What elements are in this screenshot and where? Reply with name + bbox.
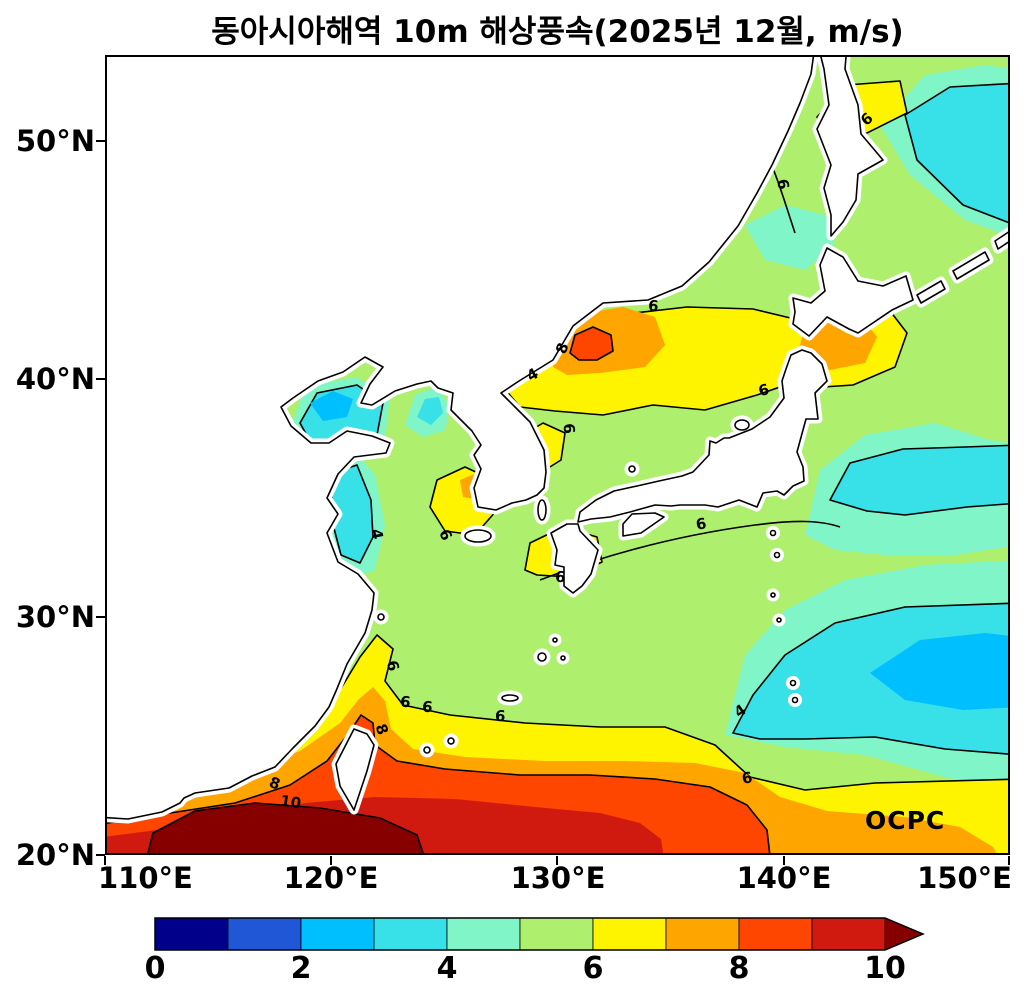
tick-mark	[1008, 856, 1010, 865]
fill-4-5	[745, 205, 835, 270]
colorbar-segment	[665, 917, 740, 951]
x-axis-tick-label-150e: 150°E	[917, 861, 1012, 895]
y-axis-tick-label-50n: 50°N	[15, 124, 95, 158]
y-axis-tick-label-20n: 20°N	[15, 838, 95, 872]
tick-mark	[96, 616, 105, 618]
x-axis-tick-label-120e: 120°E	[283, 861, 379, 895]
tick-mark	[104, 856, 106, 865]
fill-2-3	[310, 391, 353, 421]
colorbar-segments	[154, 917, 923, 951]
tick-mark	[556, 856, 558, 865]
contour-label-layer: 6 6 6 8 4 6 6 4 6 6 6 6 8 6 6 6 4 6 8 10	[267, 109, 877, 812]
x-axis-tick-label-140e: 140°E	[736, 861, 832, 895]
contour-label: 10	[279, 792, 302, 813]
watermark: OCPC	[865, 806, 945, 835]
colorbar-segment	[154, 917, 229, 951]
tick-mark	[96, 854, 105, 856]
contour-label: 6	[647, 297, 659, 316]
colorbar-segment	[373, 917, 448, 951]
colorbar-tick-label-4: 4	[436, 951, 458, 986]
colorbar-segment	[592, 917, 667, 951]
x-axis-tick-label-110e: 110°E	[98, 861, 193, 895]
tick-mark	[330, 856, 332, 865]
fill-3-4	[829, 444, 1010, 516]
contour-label: 6	[773, 177, 793, 190]
colorbar-tick-label-6: 6	[582, 951, 604, 986]
y-axis-tick-label-40n: 40°N	[15, 362, 95, 396]
fill-3-4	[417, 397, 443, 425]
fill-8-9	[569, 326, 614, 361]
fill-over-10	[146, 802, 425, 855]
contour-label: 6	[554, 568, 566, 587]
colorbar-canvas	[154, 917, 925, 951]
contour-label: 6	[560, 423, 579, 435]
contour-label: 6	[399, 693, 411, 712]
fill-2-3	[870, 633, 1010, 710]
fill-3-4	[904, 82, 1010, 224]
colorbar-outline	[154, 917, 925, 951]
colorbar-over-arrow	[885, 918, 923, 950]
colorbar-segment	[300, 917, 375, 951]
map-canvas: 6 6 6 8 4 6 6 4 6 6 6 6 8 6 6 6 4 6 8 10…	[105, 55, 1010, 855]
colorbar-segment	[519, 917, 594, 951]
tick-mark	[96, 378, 105, 380]
tick-mark	[96, 140, 105, 142]
chart-title: 동아시아해역 10m 해상풍속(2025년 12월, m/s)	[211, 14, 904, 50]
contour-label: 6	[495, 707, 506, 726]
colorbar-segment	[811, 917, 886, 951]
contour-label: 6	[740, 768, 753, 788]
colorbar-tick-label-8: 8	[728, 951, 750, 986]
contour-label: 6	[383, 658, 403, 673]
colorbar-tick-label-0: 0	[144, 951, 166, 986]
colorbar-tick-label-10: 10	[864, 951, 906, 986]
tick-mark	[783, 856, 785, 865]
contour-label: 6	[421, 698, 433, 717]
colorbar-segment	[446, 917, 521, 951]
contour-label: 6	[694, 514, 707, 534]
y-axis-tick-label-30n: 30°N	[15, 600, 95, 634]
contour-label: 6	[756, 380, 771, 400]
contour-label: 4	[367, 527, 387, 540]
colorbar-segment	[227, 917, 302, 951]
map-frame	[105, 55, 1010, 855]
x-axis-tick-label-130e: 130°E	[510, 861, 606, 895]
colorbar-tick-label-2: 2	[290, 951, 312, 986]
colorbar-segment	[738, 917, 813, 951]
